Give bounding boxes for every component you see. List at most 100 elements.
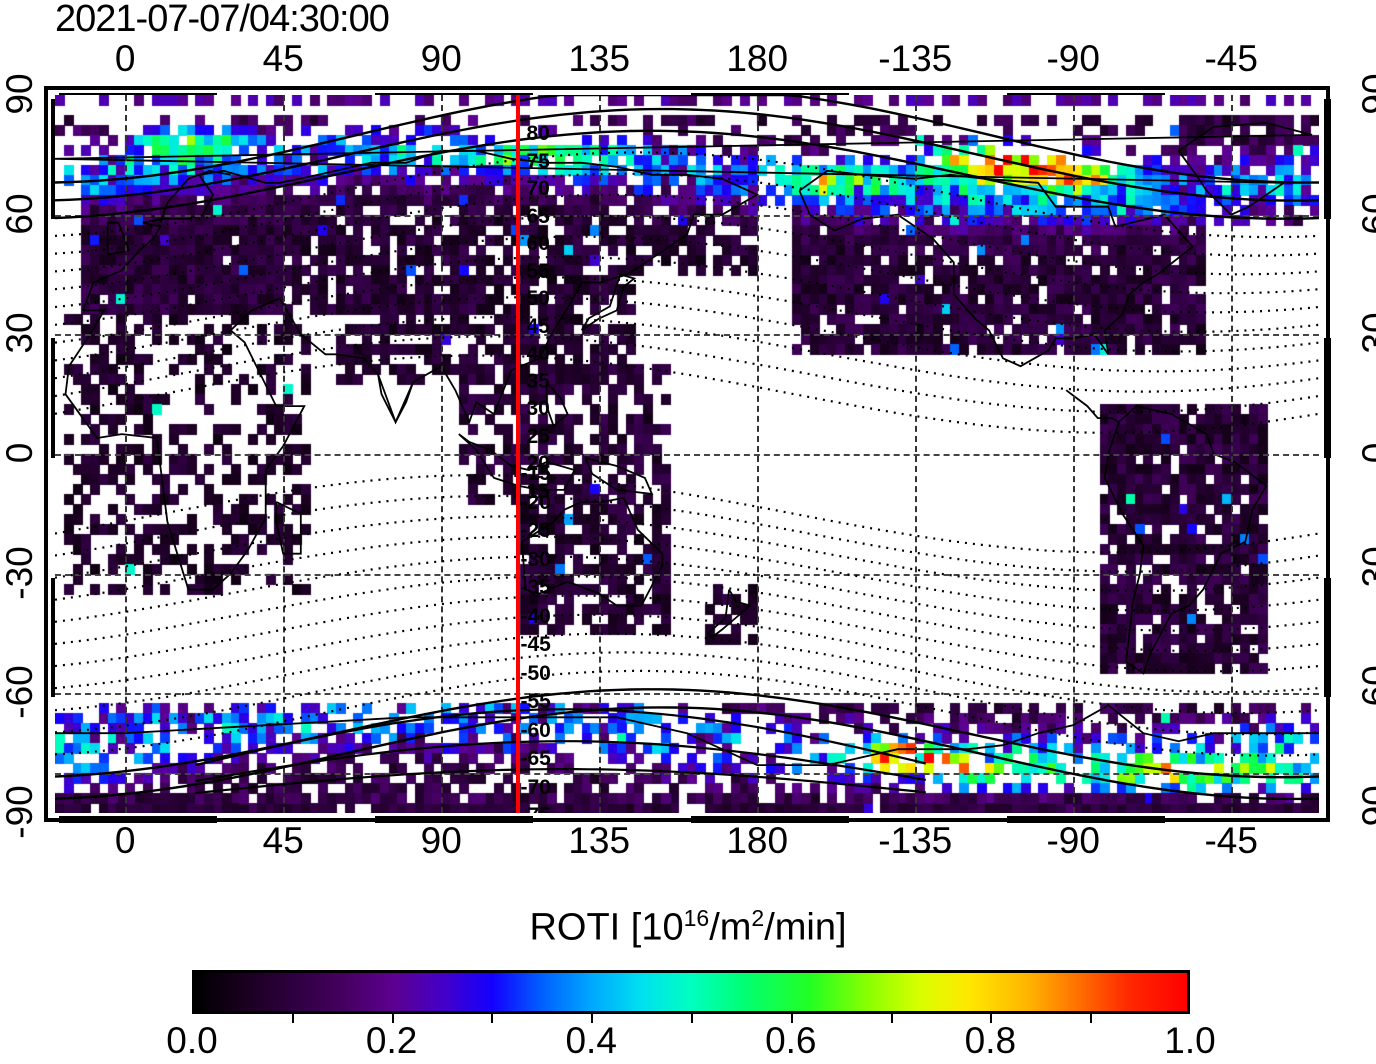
colorbar-minor-tick xyxy=(291,1014,294,1023)
grid-parallel xyxy=(55,773,1319,776)
coastline xyxy=(159,169,231,223)
lat-tick-neg60: -60 xyxy=(1355,665,1376,720)
grid-parallel xyxy=(55,334,1319,337)
grid-parallel xyxy=(55,693,1319,696)
lat-tick-neg30: -30 xyxy=(1355,545,1376,600)
coastline xyxy=(580,273,637,332)
lat-tick-90: 90 xyxy=(1355,73,1376,115)
magnetic-latitude-contour xyxy=(55,535,1319,612)
colorbar-label-main: ROTI [10 xyxy=(529,906,684,949)
coastline xyxy=(706,589,753,639)
mag-contour-label: 75 xyxy=(526,149,550,173)
magnetic-latitude-contour xyxy=(55,95,1319,184)
colorbar-label-end: /min] xyxy=(764,906,847,949)
magnetic-latitude-contour xyxy=(55,172,1319,257)
colorbar[interactable] xyxy=(192,970,1190,1014)
magnetic-latitude-contour xyxy=(55,632,1319,715)
coastline xyxy=(545,381,569,428)
magnetic-latitude-contour xyxy=(55,129,1319,220)
mag-contour-label: 65 xyxy=(526,204,550,228)
lat-tick-neg30: -30 xyxy=(0,545,40,600)
colorbar-tick-label: 0.8 xyxy=(964,1020,1017,1061)
mag-contour-label: 20 xyxy=(526,452,550,475)
colorbar-label-mid: /m xyxy=(709,906,752,949)
magnetic-latitude-contour xyxy=(55,255,1319,333)
lon-tick-45: 45 xyxy=(262,38,304,79)
grid-parallel xyxy=(55,454,1319,456)
axis-tickband-right xyxy=(1324,99,1331,219)
colorbar-label-exp1: 16 xyxy=(683,905,710,931)
mag-contour-label: -15 xyxy=(520,462,551,485)
lon-tick-0: 0 xyxy=(114,820,136,861)
axis-tickband-right xyxy=(1324,338,1331,458)
magnetic-latitude-contour xyxy=(55,575,1319,653)
magnetic-latitude-contour xyxy=(55,594,1319,673)
mag-contour-label: -60 xyxy=(520,718,551,742)
magnetic-latitude-contour xyxy=(55,651,1319,736)
mag-contour-label: -70 xyxy=(520,775,551,799)
magnetic-latitude-contour xyxy=(55,494,1319,573)
page-title: 2021-07-07/04:30:00 xyxy=(55,0,390,40)
axis-tickband-right xyxy=(1324,577,1331,698)
mag-contour-label: 25 xyxy=(526,424,550,448)
roti-world-map[interactable]: 80 75 70 65 60 55 50 45 40 35 30 25 20 15 -15 -20 -25 -30… xyxy=(55,95,1319,813)
lon-tick-neg135: -135 xyxy=(878,820,953,861)
lat-tick-30: 30 xyxy=(1355,312,1376,354)
lon-tick-90: 90 xyxy=(420,820,462,861)
lon-tick-neg90: -90 xyxy=(1046,820,1100,861)
colorbar-tick-label: 0.2 xyxy=(365,1020,418,1061)
lon-tick-180: 180 xyxy=(726,820,789,861)
lat-tick-0: 0 xyxy=(0,442,40,464)
coastline xyxy=(106,221,130,256)
axis-tickband-bottom xyxy=(691,816,849,823)
mag-contour-label: -25 xyxy=(520,519,551,542)
magnetic-latitude-contour xyxy=(55,354,1319,434)
axis-tickband-left xyxy=(51,577,58,698)
magnetic-polar-cap-contour xyxy=(195,708,927,767)
mag-contour-label: 60 xyxy=(526,232,550,255)
mag-contour-label: 15 xyxy=(526,479,550,503)
mag-contour-label: -65 xyxy=(520,747,551,770)
coastline xyxy=(1065,389,1120,423)
mag-contour-label: -55 xyxy=(520,690,551,713)
lon-tick-neg45: -45 xyxy=(1204,38,1258,79)
colorbar-minor-tick xyxy=(491,1014,494,1023)
magnetic-latitude-contour xyxy=(55,613,1319,694)
colorbar-tick-label: 1.0 xyxy=(1164,1020,1216,1061)
coastline xyxy=(275,501,302,555)
mag-contour-label: 50 xyxy=(526,287,550,310)
lat-tick-0: 0 xyxy=(1355,393,1376,513)
coastline xyxy=(55,704,1319,766)
lon-tick-90: 90 xyxy=(420,38,462,79)
magnetic-latitude-contour xyxy=(55,235,1319,314)
lon-tick-135: 135 xyxy=(568,38,631,79)
mag-contour-label: 80 xyxy=(526,122,550,145)
axis-tickband-left xyxy=(51,338,58,458)
mag-contour-label: -35 xyxy=(520,576,551,599)
lon-tick-neg90: -90 xyxy=(1046,38,1100,79)
magnetic-latitude-layer: 80 75 70 65 60 55 50 45 40 35 30 25 20 15 -15 -20 -25 -30… xyxy=(55,95,1319,813)
mag-contour-label: 35 xyxy=(526,369,550,393)
mag-contour-label: -30 xyxy=(520,547,551,571)
terminator-line xyxy=(516,95,521,813)
colorbar-minor-tick xyxy=(990,1014,993,1023)
mag-contour-label: -75 xyxy=(520,805,550,813)
magnetic-latitude-contour xyxy=(55,214,1319,295)
mag-contour-label: 70 xyxy=(526,177,550,200)
grid-parallel xyxy=(55,573,1319,576)
colorbar-minor-tick xyxy=(391,1014,394,1023)
lon-tick-neg135: -135 xyxy=(878,38,953,79)
mag-contour-label: -45 xyxy=(520,633,551,656)
mag-contour-label: 55 xyxy=(526,259,550,283)
lon-tick-180: 180 xyxy=(726,38,789,79)
lon-tick-45: 45 xyxy=(262,820,304,861)
coastline xyxy=(798,169,1194,368)
magnetic-latitude-contour xyxy=(55,669,1319,757)
colorbar-title: ROTI [1016/m2/min] xyxy=(0,905,1376,950)
axis-tickband-left xyxy=(51,99,58,219)
colorbar-minor-tick xyxy=(1090,1014,1093,1023)
magnetic-latitude-contour xyxy=(55,688,1319,779)
colorbar-tick-label: 0.0 xyxy=(166,1020,218,1061)
magnetic-latitude-contour xyxy=(55,335,1319,414)
colorbar-tick-label: 0.6 xyxy=(765,1020,817,1061)
